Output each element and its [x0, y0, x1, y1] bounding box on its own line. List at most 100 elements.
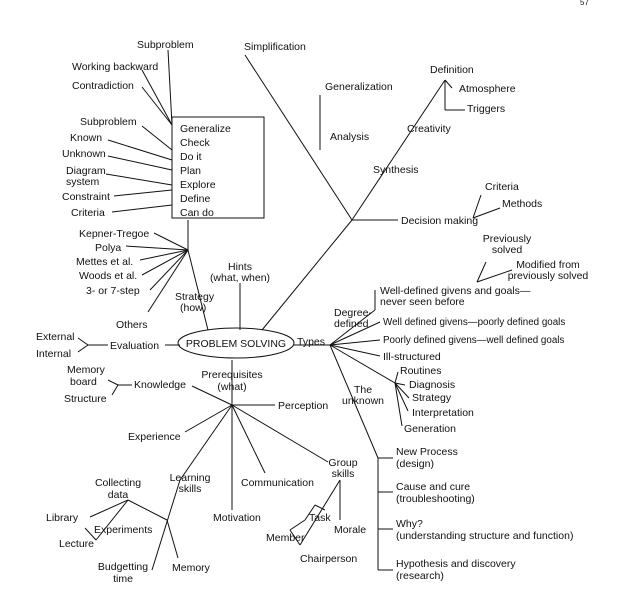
node-degree-defined: Degree- [334, 307, 372, 319]
node-well-defined-givens-poorly: Well defined givens—poorly defined goals [383, 317, 565, 328]
node-working-backward: Working backward [72, 61, 158, 73]
node-new-process: (design) [396, 458, 434, 470]
box-item: Plan [180, 165, 201, 177]
node-woods: Woods et al. [79, 270, 137, 282]
node-subproblem-left: Subproblem [80, 116, 137, 128]
node-collecting-data: Collecting [95, 477, 141, 489]
node-strategy: (how) [180, 302, 206, 314]
node-types: Types [297, 336, 325, 348]
node-communication: Communication [241, 477, 314, 489]
node-modified-previously-solved: Modified from [516, 259, 580, 271]
node-why: Why? [396, 518, 423, 530]
node-analysis: Analysis [330, 131, 369, 143]
box-item: Define [180, 193, 211, 205]
node-chairperson: Chairperson [300, 553, 357, 565]
node-hypothesis-discovery: Hypothesis and discovery [396, 558, 516, 570]
node-why: (understanding structure and function) [396, 530, 573, 542]
node-ill-structured: Ill-structured [383, 351, 441, 363]
node-well-defined-never-seen: never seen before [380, 296, 465, 308]
node-the-unknown: unknown [342, 395, 384, 407]
node-well-defined-never-seen: Well-defined givens and goals— [380, 285, 531, 297]
node-modified-previously-solved: previously solved [508, 270, 589, 282]
node-constraint: Constraint [62, 191, 110, 203]
node-contradiction: Contradiction [72, 80, 134, 92]
node-memory: Memory [172, 562, 211, 574]
node-cause-and-cure: (troubleshooting) [396, 493, 475, 505]
node-internal: Internal [36, 348, 71, 360]
node-synthesis: Synthesis [373, 164, 419, 176]
center-label: PROBLEM SOLVING [186, 338, 286, 350]
node-member: Member [266, 532, 305, 544]
node-others: Others [116, 319, 148, 331]
node-group-skills: skills [332, 468, 355, 480]
node-group-skills: Group [328, 457, 357, 469]
node-memory-board: board [70, 376, 97, 388]
node-mettes: Mettes et al. [76, 256, 133, 268]
node-subproblem-top: Subproblem [137, 39, 194, 51]
node-motivation: Motivation [213, 512, 261, 524]
node-poorly-defined-givens-well: Poorly defined givens—well defined goals [383, 335, 564, 346]
node-budgetting-time: Budgetting [98, 561, 148, 573]
node-hints: (what, when) [210, 272, 270, 284]
node-prerequisites: Prerequisites [201, 369, 262, 381]
node-prerequisites: (what) [217, 381, 246, 393]
node-strategy: Strategy [175, 291, 215, 303]
node-definition: Definition [430, 64, 474, 76]
node-previously-solved: solved [492, 244, 523, 256]
node-diagnosis: Diagnosis [409, 379, 455, 391]
node-perception: Perception [278, 400, 328, 412]
box-item: Can do [180, 207, 214, 219]
node-criteria-left: Criteria [71, 207, 105, 219]
box-item: Check [180, 137, 211, 149]
node-interpretation: Interpretation [412, 407, 474, 419]
connector-lines [77, 49, 513, 571]
node-diagram-system: Diagram [66, 165, 106, 177]
node-hints: Hints [228, 261, 252, 273]
node-strategy-right: Strategy [412, 392, 452, 404]
node-knowledge: Knowledge [134, 379, 186, 391]
node-new-process: New Process [396, 446, 458, 458]
node-known: Known [70, 132, 102, 144]
node-decision-making: Decision making [401, 215, 478, 227]
node-task: Task [309, 512, 331, 524]
node-learning-skills: Learning [170, 472, 211, 484]
node-lecture: Lecture [59, 538, 94, 550]
node-simplification: Simplification [244, 41, 306, 53]
node-previously-solved: Previously [483, 233, 532, 245]
node-external: External [36, 331, 75, 343]
node-routines: Routines [400, 365, 441, 377]
node-diagram-system: system [66, 176, 100, 188]
node-collecting-data: data [108, 489, 129, 501]
node-library: Library [46, 512, 79, 524]
node-experience: Experience [128, 431, 181, 443]
node-triggers: Triggers [467, 103, 505, 115]
node-hypothesis-discovery: (research) [396, 570, 444, 582]
box-item: Generalize [180, 123, 231, 135]
node-the-unknown: The [354, 384, 372, 396]
strategy-box: Generalize Check Do it Plan Explore Defi… [180, 123, 231, 219]
center-ellipse [177, 327, 295, 359]
node-methods: Methods [502, 198, 542, 210]
box-item: Explore [180, 179, 216, 191]
node-learning-skills: skills [179, 483, 202, 495]
node-generalization: Generalization [325, 81, 393, 93]
node-three-seven-step: 3- or 7-step [86, 285, 140, 297]
node-cause-and-cure: Cause and cure [396, 481, 470, 493]
node-criteria-right: Criteria [485, 181, 519, 193]
node-polya: Polya [95, 242, 121, 254]
node-experiments: Experiments [94, 524, 152, 536]
node-creativity: Creativity [407, 123, 452, 135]
node-degree-defined: defined [334, 318, 369, 330]
node-morale: Morale [334, 524, 366, 536]
box-item: Do it [180, 151, 202, 163]
node-budgetting-time: time [113, 573, 133, 585]
node-unknown-left: Unknown [62, 148, 106, 160]
node-evaluation: Evaluation [110, 340, 159, 352]
node-atmosphere: Atmosphere [459, 83, 516, 95]
page-number: 57 [580, 0, 589, 7]
node-memory-board: Memory [67, 364, 106, 376]
node-kepner-tregoe: Kepner-Tregoe [79, 228, 149, 240]
node-generation: Generation [404, 423, 456, 435]
node-structure: Structure [64, 393, 107, 405]
